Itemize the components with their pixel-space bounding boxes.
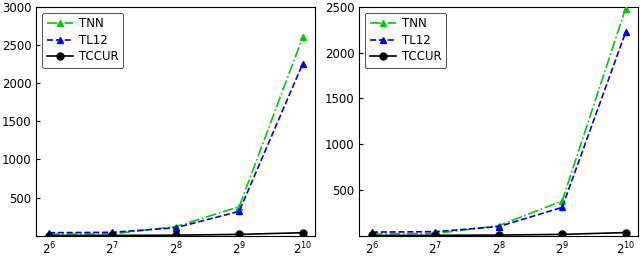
TCCUR: [299, 231, 307, 234]
TCCUR: [495, 233, 502, 236]
TL12: [236, 210, 243, 213]
TL12: [431, 230, 439, 233]
TNN: [495, 224, 502, 227]
TL12: [172, 226, 180, 229]
TNN: [109, 232, 116, 235]
TNN: [368, 232, 376, 235]
TL12: [621, 31, 629, 34]
TL12: [495, 225, 502, 228]
TNN: [558, 199, 566, 203]
TNN: [172, 225, 180, 228]
Line: TL12: TL12: [369, 29, 629, 236]
Legend: TNN, TL12, TCCUR: TNN, TL12, TCCUR: [365, 13, 446, 68]
TNN: [621, 7, 629, 10]
TL12: [299, 62, 307, 66]
TL12: [558, 206, 566, 209]
TNN: [236, 205, 243, 208]
TCCUR: [558, 233, 566, 236]
TL12: [45, 231, 52, 234]
TNN: [299, 36, 307, 39]
TCCUR: [172, 234, 180, 237]
TCCUR: [236, 233, 243, 236]
TNN: [45, 233, 52, 236]
TCCUR: [368, 234, 376, 237]
TCCUR: [45, 234, 52, 237]
TCCUR: [109, 234, 116, 237]
Line: TL12: TL12: [45, 61, 306, 236]
Line: TNN: TNN: [369, 5, 629, 238]
Line: TCCUR: TCCUR: [45, 229, 306, 239]
TCCUR: [621, 231, 629, 234]
TL12: [368, 231, 376, 234]
TL12: [109, 231, 116, 234]
TNN: [431, 232, 439, 235]
Legend: TNN, TL12, TCCUR: TNN, TL12, TCCUR: [42, 13, 123, 68]
TCCUR: [431, 234, 439, 237]
Line: TNN: TNN: [45, 34, 306, 238]
Line: TCCUR: TCCUR: [369, 229, 629, 239]
